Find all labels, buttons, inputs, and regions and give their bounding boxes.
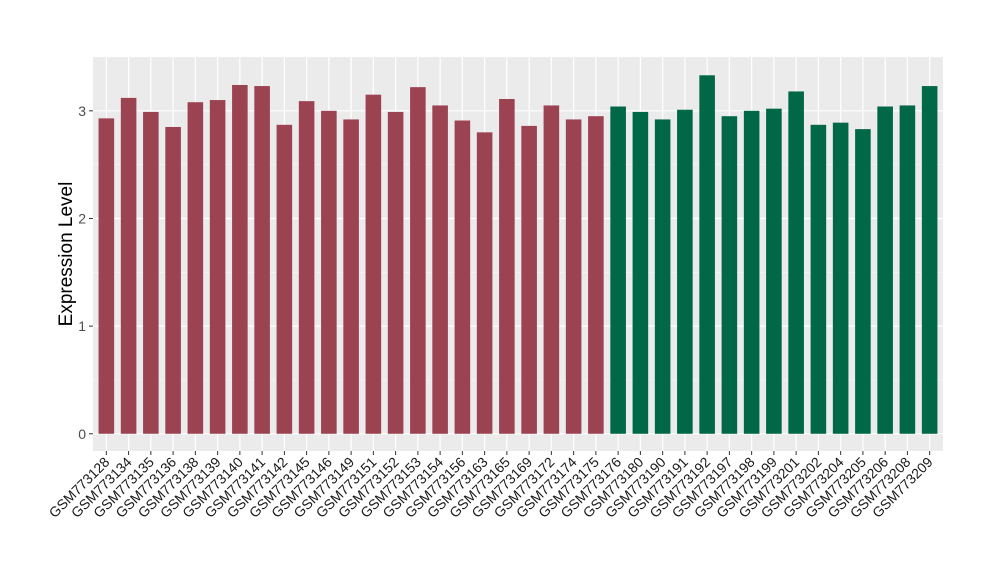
- bars: [98, 75, 938, 434]
- bar-GSM773180: [632, 111, 649, 434]
- bar-GSM773175: [588, 116, 604, 434]
- bar-GSM773128: [98, 118, 115, 434]
- bar-GSM773176: [610, 106, 626, 434]
- y-tick-label: 1: [78, 318, 86, 334]
- y-axis: 0 1 2 3: [78, 103, 93, 442]
- bar-GSM773209: [921, 86, 938, 434]
- y-axis-label: Expression Level: [56, 182, 77, 327]
- bar-GSM773146: [321, 110, 337, 434]
- bar-GSM773205: [855, 129, 871, 434]
- bar-GSM773172: [543, 105, 560, 434]
- bar-GSM773142: [276, 124, 293, 434]
- bar-GSM773169: [521, 125, 537, 434]
- bar-GSM773202: [810, 124, 827, 434]
- y-tick-label: 0: [78, 426, 86, 442]
- bar-GSM773138: [187, 102, 204, 434]
- bar-GSM773145: [298, 101, 315, 434]
- bar-GSM773163: [476, 132, 493, 434]
- bar-GSM773208: [899, 105, 916, 434]
- bar-GSM773199: [766, 108, 782, 434]
- bar-GSM773134: [120, 97, 137, 434]
- bar-GSM773149: [343, 119, 359, 434]
- bar-GSM773151: [365, 94, 382, 434]
- bar-GSM773156: [454, 120, 471, 434]
- bar-GSM773190: [654, 119, 671, 434]
- y-tick-label: 2: [78, 210, 86, 226]
- bar-GSM773191: [677, 109, 693, 434]
- bar-GSM773192: [699, 75, 715, 434]
- y-tick-label: 3: [78, 103, 86, 119]
- x-axis: GSM773128GSM773134GSM773135GSM773136GSM7…: [46, 451, 936, 521]
- bar-GSM773152: [387, 111, 404, 434]
- bar-GSM773198: [743, 110, 760, 434]
- bar-GSM773197: [721, 116, 738, 434]
- bar-GSM773165: [499, 98, 515, 434]
- bar-GSM773141: [254, 86, 270, 434]
- bar-GSM773135: [143, 111, 159, 434]
- bar-GSM773201: [788, 91, 804, 434]
- bar-GSM773153: [410, 87, 426, 434]
- bar-GSM773139: [209, 100, 226, 434]
- bar-GSM773140: [232, 84, 248, 434]
- bar-GSM773174: [565, 119, 582, 434]
- bar-GSM773136: [165, 126, 181, 434]
- bar-GSM773204: [832, 122, 849, 434]
- bar-GSM773154: [432, 105, 448, 434]
- bar-GSM773206: [877, 106, 893, 434]
